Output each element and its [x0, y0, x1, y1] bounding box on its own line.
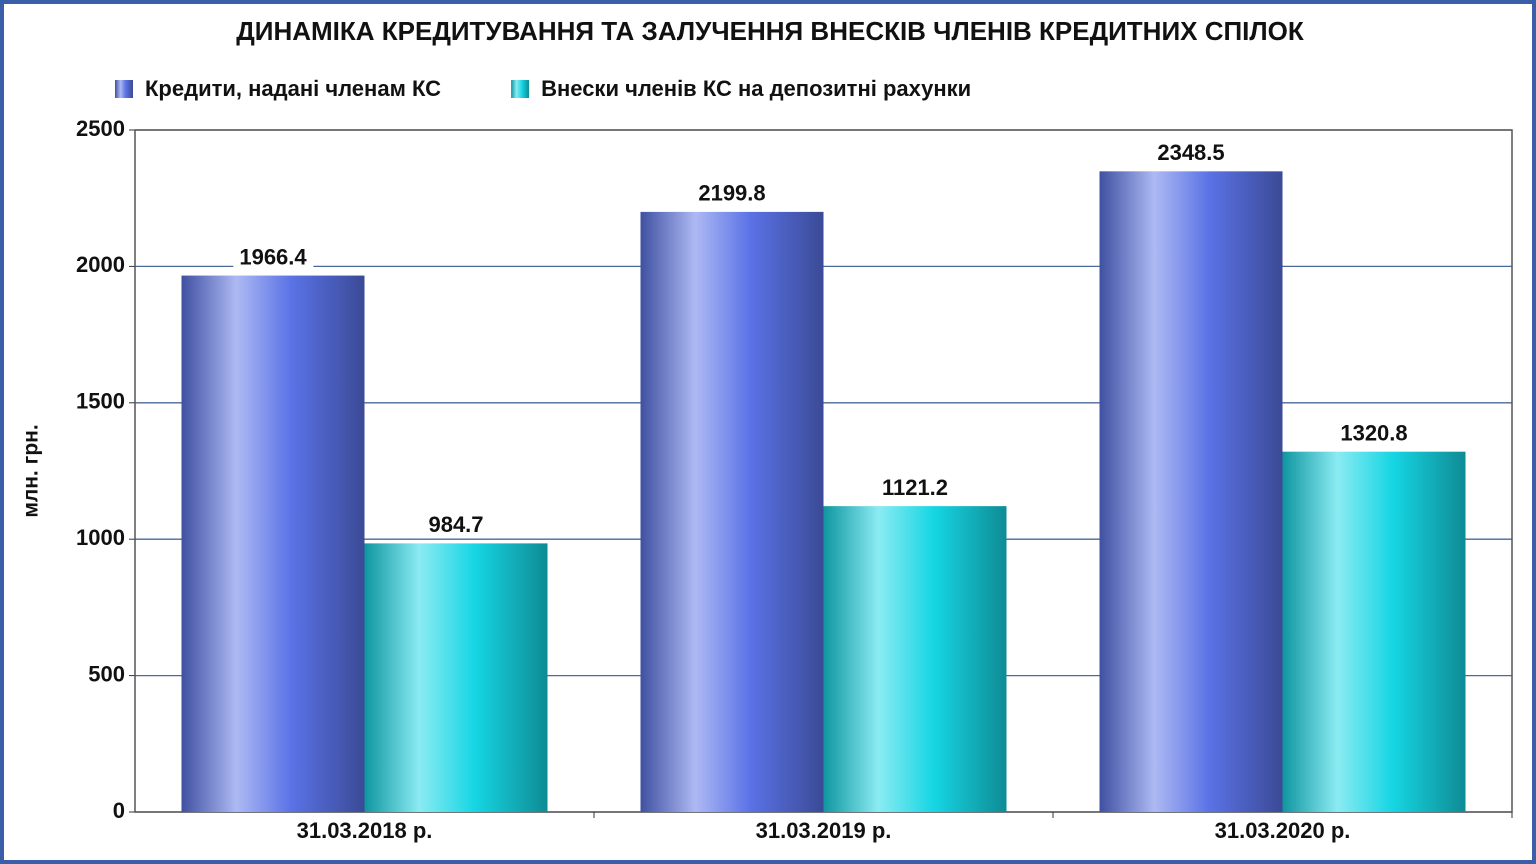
y-tick-label: 2500: [76, 116, 125, 141]
y-tick-label: 2000: [76, 252, 125, 277]
bar: [181, 275, 365, 813]
y-axis-label: млн. грн.: [20, 424, 43, 517]
value-label: 1966.4: [239, 244, 307, 269]
bar: [823, 506, 1007, 812]
chart-title: ДИНАМІКА КРЕДИТУВАННЯ ТА ЗАЛУЧЕННЯ ВНЕСК…: [236, 16, 1304, 46]
value-label: 2348.5: [1157, 140, 1224, 165]
value-label-bg: [692, 179, 772, 207]
value-label: 2199.8: [698, 181, 765, 206]
value-label-bg: [1334, 419, 1414, 447]
y-tick-label: 0: [113, 798, 125, 823]
value-label-bg: [1151, 139, 1231, 167]
x-tick-label: 31.03.2018 р.: [297, 818, 433, 843]
legend-swatch: [115, 80, 133, 98]
bar: [1282, 451, 1466, 812]
y-tick-label: 500: [88, 661, 125, 686]
x-tick-label: 31.03.2020 р.: [1215, 818, 1351, 843]
y-tick-label: 1500: [76, 389, 125, 414]
value-label: 984.7: [428, 512, 483, 537]
bar: [1099, 171, 1283, 812]
value-label-bg: [422, 511, 490, 539]
y-tick-label: 1000: [76, 525, 125, 550]
value-label-bg: [233, 243, 314, 271]
legend-label: Внески членів КС на депозитні рахунки: [541, 76, 971, 101]
legend-label: Кредити, надані членам КС: [145, 76, 441, 101]
legend-swatch: [511, 80, 530, 98]
bar: [364, 543, 548, 812]
value-label: 1320.8: [1340, 420, 1407, 445]
value-label: 1121.2: [882, 475, 948, 500]
x-tick-label: 31.03.2019 р.: [756, 818, 892, 843]
bar: [640, 211, 824, 813]
value-label-bg: [875, 473, 955, 501]
